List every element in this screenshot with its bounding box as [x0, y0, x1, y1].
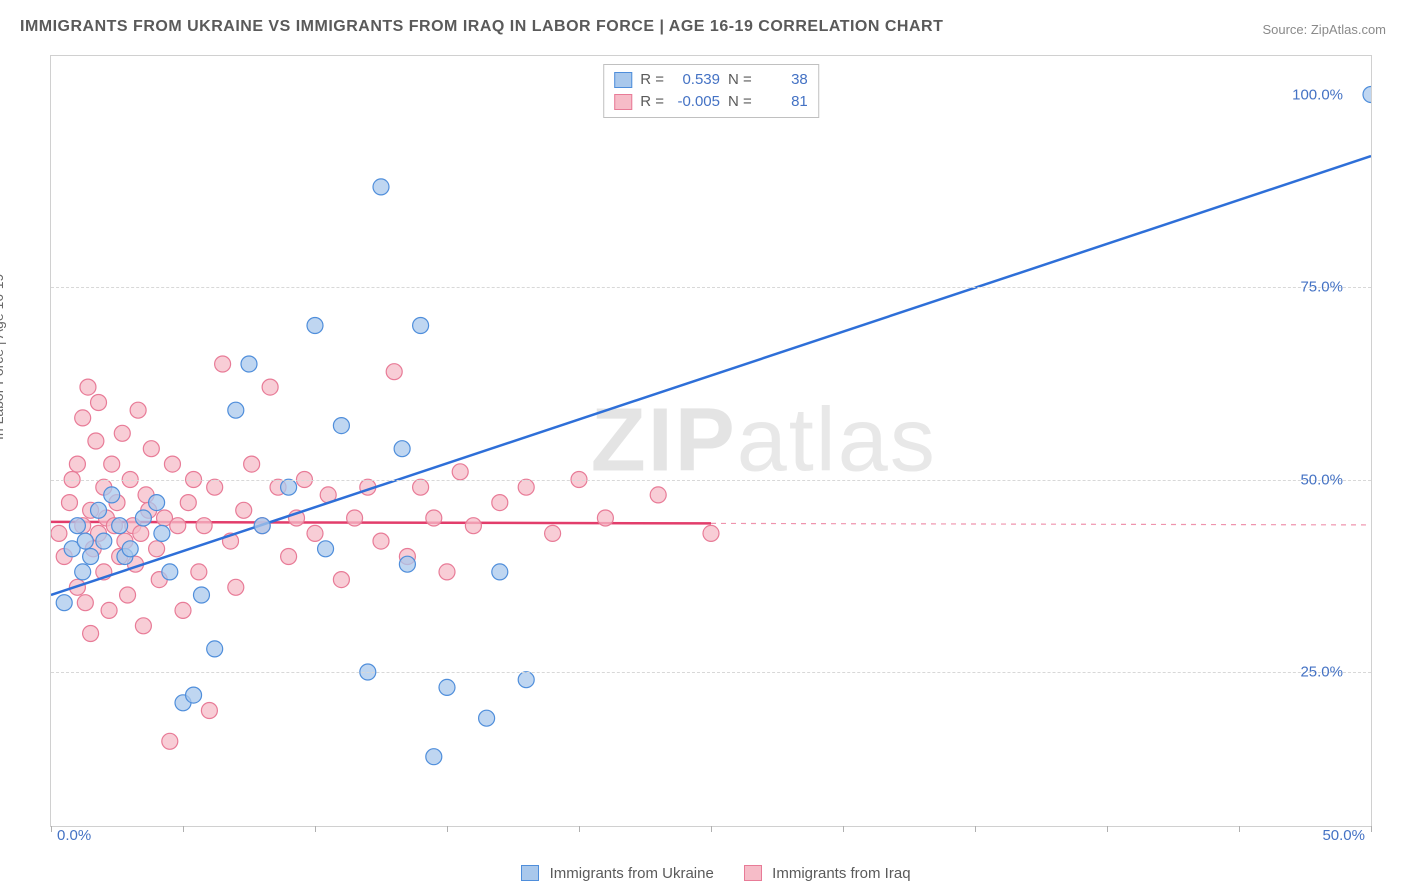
r-label: R =: [640, 91, 664, 113]
bottom-legend: Immigrants from Ukraine Immigrants from …: [0, 865, 1406, 882]
r-label: R =: [640, 69, 664, 91]
x-tick-label: 0.0%: [57, 827, 91, 844]
source-label: Source: ZipAtlas.com: [1262, 22, 1386, 37]
stats-row-ukraine: R = 0.539 N = 38: [614, 69, 808, 91]
y-tick-label: 50.0%: [1300, 471, 1343, 488]
swatch-ukraine: [614, 72, 632, 88]
r-value-ukraine: 0.539: [672, 69, 720, 91]
n-label: N =: [728, 69, 752, 91]
r-value-iraq: -0.005: [672, 91, 720, 113]
legend-label-ukraine: Immigrants from Ukraine: [550, 865, 714, 882]
scatter-svg: [51, 56, 1371, 826]
stats-legend: R = 0.539 N = 38 R = -0.005 N = 81: [603, 64, 819, 118]
plot-area: ZIPatlas R = 0.539 N = 38 R = -0.005 N =…: [50, 55, 1372, 827]
y-tick-label: 75.0%: [1300, 279, 1343, 296]
legend-label-iraq: Immigrants from Iraq: [772, 865, 910, 882]
chart-title: IMMIGRANTS FROM UKRAINE VS IMMIGRANTS FR…: [20, 18, 943, 36]
n-value-iraq: 81: [760, 91, 808, 113]
y-axis-label: In Labor Force | Age 16-19: [0, 274, 6, 440]
y-tick-label: 100.0%: [1292, 86, 1343, 103]
swatch-iraq: [614, 94, 632, 110]
n-label: N =: [728, 91, 752, 113]
swatch-iraq: [744, 865, 762, 881]
x-tick-label: 50.0%: [1322, 827, 1365, 844]
y-tick-label: 25.0%: [1300, 664, 1343, 681]
n-value-ukraine: 38: [760, 69, 808, 91]
swatch-ukraine: [521, 865, 539, 881]
stats-row-iraq: R = -0.005 N = 81: [614, 91, 808, 113]
